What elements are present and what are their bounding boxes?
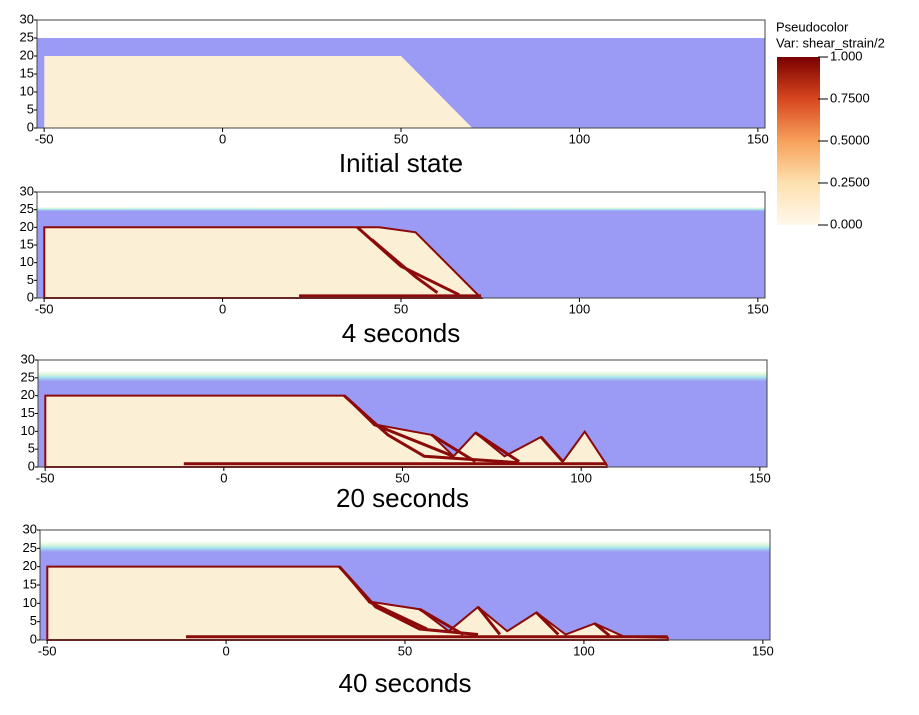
y-tick-label: 5 [27,272,34,287]
y-tick-label: 25 [20,29,34,44]
x-tick-label: 50 [395,470,409,485]
x-tick-label: 50 [398,643,412,658]
shear-band [338,565,479,636]
colorbar-tick-label: 0.2500 [830,174,870,189]
x-tick-label: 150 [752,643,774,658]
x-tick-label: 50 [394,131,408,146]
shear-band [372,422,455,458]
shear-band [593,622,611,637]
y-tick-label: 10 [21,423,35,438]
x-tick-label: -50 [36,470,55,485]
water-surface [37,206,765,212]
y-tick-label: 30 [23,521,37,536]
y-tick-label: 30 [21,351,35,366]
shear-band [370,238,439,294]
shear-band [476,606,502,636]
y-tick-label: 30 [20,183,34,198]
shear-band [430,433,477,463]
shear-band [474,431,520,463]
y-tick-label: 30 [20,11,34,26]
x-tick-label: 100 [573,643,595,658]
y-tick-label: 15 [21,405,35,420]
y-tick-label: 0 [28,458,35,473]
y-tick-label: 15 [20,65,34,80]
y-tick-label: 25 [21,369,35,384]
y-tick-label: 0 [30,631,37,646]
x-tick-label: 100 [570,470,592,485]
x-tick-label: 0 [219,301,226,316]
y-tick-label: 10 [23,595,37,610]
colorbar-tick-label: 0.7500 [830,90,870,105]
sand-body [43,226,484,299]
y-tick-label: 10 [20,83,34,98]
panel-caption: 40 seconds [339,668,472,698]
y-tick-label: 25 [23,540,37,555]
x-tick-label: 50 [394,301,408,316]
x-tick-label: 100 [569,131,591,146]
y-tick-label: 5 [27,101,34,116]
x-tick-label: -50 [35,301,54,316]
panel-caption: 20 seconds [336,483,469,513]
y-tick-label: 20 [20,219,34,234]
x-tick-label: 0 [219,131,226,146]
y-tick-label: 20 [20,47,34,62]
x-tick-label: 0 [222,643,229,658]
colorbar-tick-label: 0.000 [830,216,863,231]
colorbar [777,57,820,225]
y-tick-label: 15 [23,576,37,591]
x-tick-label: -50 [35,131,54,146]
panel-caption: 4 seconds [342,318,461,348]
colorbar-variable: Var: shear_strain/2 [776,35,885,50]
shear-band [539,436,565,463]
y-tick-label: 0 [27,119,34,134]
x-tick-label: 0 [220,470,227,485]
colorbar-title: Pseudocolor [776,19,849,34]
colorbar-tick-label: 1.000 [830,48,863,63]
y-tick-label: 0 [27,289,34,304]
x-tick-label: 150 [747,301,769,316]
sand-body [44,55,473,128]
water-surface [38,370,767,382]
y-tick-label: 15 [20,236,34,251]
shear-band [367,600,428,631]
x-tick-label: 100 [569,301,591,316]
y-tick-label: 5 [30,613,37,628]
panel-caption: Initial state [339,148,463,178]
y-tick-label: 20 [23,558,37,573]
shear-band [535,611,560,636]
water-surface [40,541,770,552]
y-tick-label: 25 [20,201,34,216]
x-tick-label: -50 [38,643,57,658]
shear-band [418,607,465,636]
colorbar-tick-label: 0.5000 [830,132,870,147]
x-tick-label: 150 [749,470,771,485]
y-tick-label: 20 [21,387,35,402]
x-tick-label: 150 [747,131,769,146]
y-tick-label: 5 [28,441,35,456]
y-tick-label: 10 [20,254,34,269]
